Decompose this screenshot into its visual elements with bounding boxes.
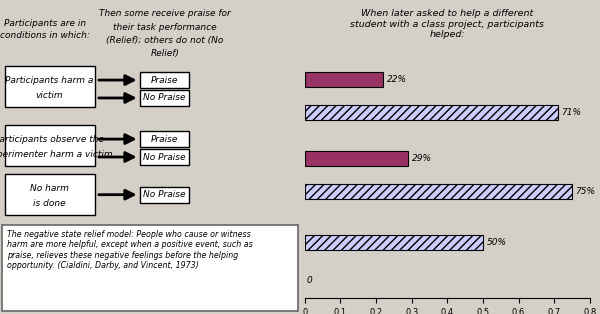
Text: Relief): Relief) [151, 49, 179, 58]
Text: Participants harm a: Participants harm a [5, 76, 94, 85]
Text: Participants are in: Participants are in [4, 19, 86, 28]
FancyBboxPatch shape [139, 72, 189, 88]
Text: experimenter harm a victim: experimenter harm a victim [0, 150, 113, 159]
FancyBboxPatch shape [2, 225, 298, 311]
Text: victim: victim [35, 91, 64, 100]
Text: conditions in which:: conditions in which: [0, 31, 90, 41]
Text: No Praise: No Praise [143, 153, 185, 161]
Text: 75%: 75% [575, 187, 596, 196]
Bar [305, 235, 483, 250]
Bar [305, 151, 408, 166]
Bar [305, 72, 383, 87]
Text: Praise: Praise [151, 135, 178, 143]
FancyBboxPatch shape [139, 90, 189, 106]
Text: Praise: Praise [151, 76, 178, 84]
Text: (Relief); others do not (No: (Relief); others do not (No [106, 36, 224, 45]
FancyBboxPatch shape [139, 149, 189, 165]
FancyBboxPatch shape [139, 187, 189, 203]
Text: Then some receive praise for: Then some receive praise for [99, 9, 231, 19]
Text: When later asked to help a different
student with a class project, participants
: When later asked to help a different stu… [350, 9, 544, 39]
FancyBboxPatch shape [5, 125, 95, 166]
Text: 71%: 71% [562, 108, 581, 116]
Text: 0: 0 [307, 276, 313, 285]
Text: No Praise: No Praise [143, 190, 185, 199]
Text: their task performance: their task performance [113, 23, 217, 32]
Text: No harm: No harm [30, 184, 69, 193]
Text: The negative state relief model: People who cause or witness
harm are more helpf: The negative state relief model: People … [7, 230, 253, 270]
Bar [305, 105, 558, 120]
Text: No Praise: No Praise [143, 94, 185, 102]
FancyBboxPatch shape [5, 174, 95, 215]
Text: is done: is done [33, 199, 66, 208]
Text: 29%: 29% [412, 154, 431, 163]
Bar [305, 184, 572, 199]
Text: Participants observe the: Participants observe the [0, 135, 104, 144]
Text: 50%: 50% [487, 238, 506, 247]
FancyBboxPatch shape [139, 131, 189, 147]
FancyBboxPatch shape [5, 66, 95, 107]
Text: 22%: 22% [387, 75, 407, 84]
